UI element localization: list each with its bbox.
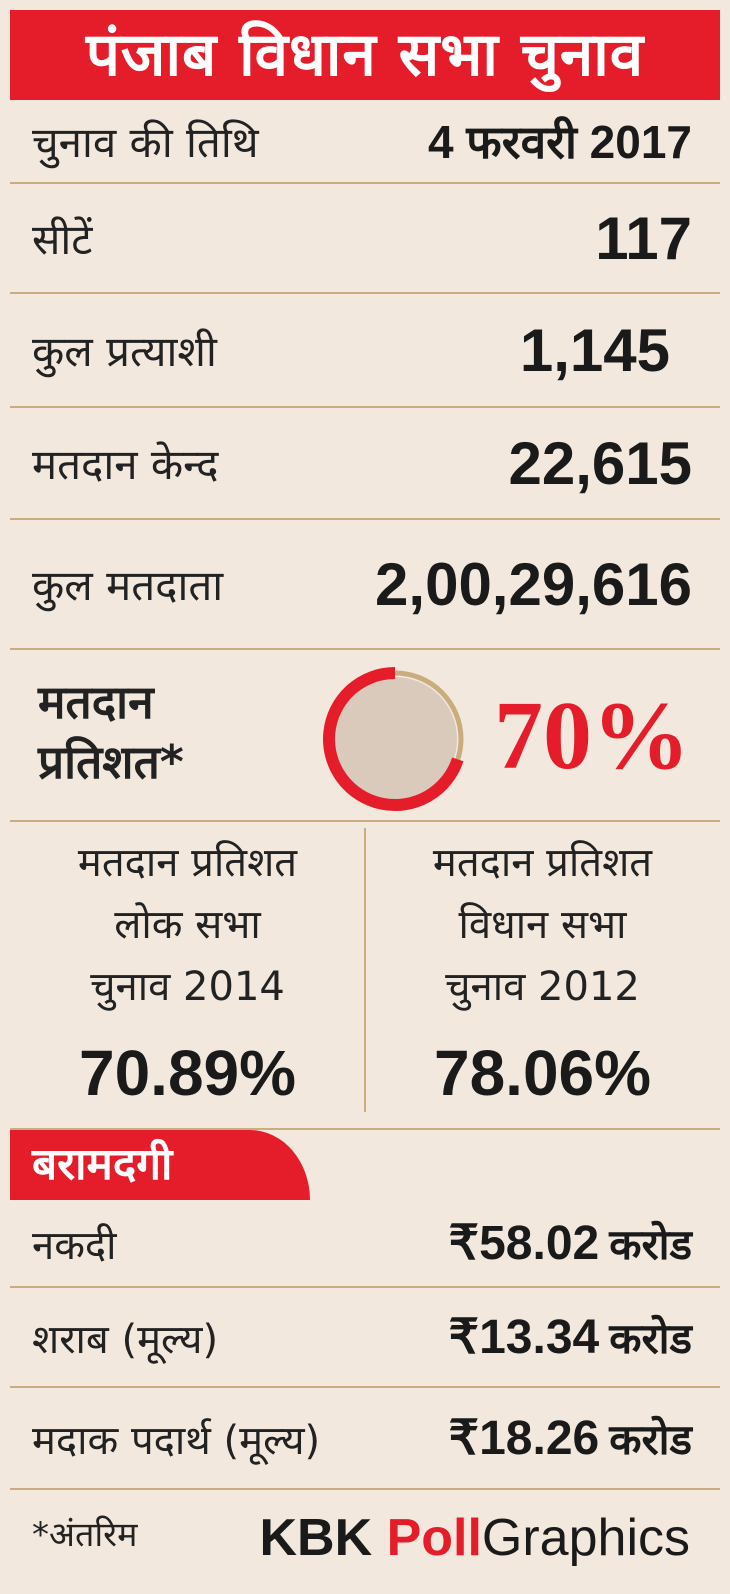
turnout-section: मतदान प्रतिशत* 70%	[10, 650, 720, 822]
fact-row-voters: कुल मतदाता 2,00,29,616	[10, 520, 720, 650]
footnote: *अंतरिम	[32, 1515, 138, 1555]
recovery-amount: ₹58.02	[448, 1217, 600, 1270]
recovery-label: मदाक पदार्थ (मूल्य)	[32, 1417, 321, 1464]
turnout-label: मतदान	[38, 675, 154, 729]
recovery-row-cash: नकदी ₹58.02 करोड	[10, 1200, 720, 1288]
recovery-label: नकदी	[32, 1222, 117, 1269]
brand-logo: KBK PollGraphics	[259, 1508, 690, 1568]
brand-part: Graphics	[481, 1509, 690, 1567]
comparison-line: चुनाव 2012	[445, 964, 640, 1010]
comparison-line: विधान सभा	[458, 902, 627, 948]
fact-label: कुल मतदाता	[32, 560, 224, 610]
section-rule	[10, 1122, 720, 1130]
fact-row-candidates: कुल प्रत्याशी 1,145	[10, 294, 720, 408]
fact-label: कुल प्रत्याशी	[32, 326, 217, 376]
column-divider	[364, 828, 366, 1112]
recovery-amount: ₹18.26	[448, 1412, 600, 1465]
footer: *अंतरिम KBK PollGraphics	[10, 1490, 720, 1584]
comparison-line: लोक सभा	[114, 902, 261, 948]
recovery-row-drugs: मदाक पदार्थ (मूल्य) ₹18.26 करोड	[10, 1388, 720, 1490]
fact-row-seats: सीटें 117	[10, 184, 720, 294]
recovery-unit: करोड	[609, 1219, 692, 1269]
fact-value: 22,615	[508, 429, 692, 497]
comparison-line: मतदान प्रतिशत	[77, 840, 298, 886]
turnout-value: 70%	[494, 682, 690, 790]
comparison-line: मतदान प्रतिशत	[432, 840, 653, 886]
fact-row-polling-centres: मतदान केन्द 22,615	[10, 408, 720, 520]
turnout-ring	[323, 667, 464, 811]
fact-value: 2,00,29,616	[375, 550, 692, 618]
comparison-value: 70.89%	[78, 1037, 297, 1109]
recovery-value: ₹18.26 करोड	[449, 1388, 692, 1488]
comparison-value: 78.06%	[433, 1037, 652, 1109]
comparison-vidhan-sabha-2012: मतदान प्रतिशत विधान सभा चुनाव 2012 78.06…	[365, 822, 720, 1122]
comparison-line: चुनाव 2014	[90, 964, 285, 1010]
fact-value: 117	[595, 204, 692, 272]
brand-part: Poll	[386, 1509, 482, 1567]
comparison-section: मतदान प्रतिशत लोक सभा चुनाव 2014 70.89% …	[10, 822, 720, 1122]
recovery-heading: बरामदगी	[10, 1130, 310, 1200]
comparison-lok-sabha-2014: मतदान प्रतिशत लोक सभा चुनाव 2014 70.89%	[10, 822, 365, 1122]
recovery-value: ₹13.34 करोड	[449, 1288, 692, 1386]
recovery-unit: करोड	[609, 1414, 692, 1464]
fact-label: मतदान केन्द	[32, 439, 219, 489]
fact-value: 4 फरवरी 2017	[427, 116, 692, 168]
fact-value: 1,145	[519, 316, 670, 384]
turnout-ring-arc	[323, 667, 464, 811]
turnout-label: प्रतिशत*	[38, 735, 184, 789]
recovery-row-liquor: शराब (मूल्य) ₹13.34 करोड	[10, 1288, 720, 1388]
fact-label: सीटें	[32, 214, 93, 264]
fact-label: चुनाव की तिथि	[32, 117, 259, 167]
turnout-ring-center	[333, 677, 457, 801]
recovery-amount: ₹13.34	[448, 1311, 600, 1364]
recovery-label: शराब (मूल्य)	[32, 1316, 219, 1363]
page-title: पंजाब विधान सभा चुनाव	[10, 10, 720, 100]
recovery-value: ₹58.02 करोड	[449, 1200, 692, 1286]
brand-part: KBK	[259, 1509, 387, 1567]
fact-row-date: चुनाव की तिथि 4 फरवरी 2017	[10, 100, 720, 184]
recovery-unit: करोड	[609, 1313, 692, 1363]
